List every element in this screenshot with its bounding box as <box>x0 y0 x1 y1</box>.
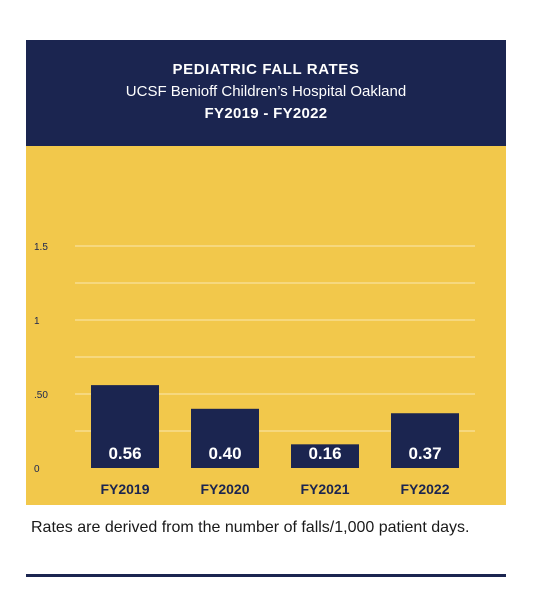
bar-value-label: 0.37 <box>408 444 441 463</box>
bar <box>391 413 459 468</box>
x-tick-label: FY2021 <box>300 481 349 497</box>
bar <box>91 385 159 468</box>
chart-title: PEDIATRIC FALL RATES <box>172 61 360 78</box>
chart-period: FY2019 - FY2022 <box>204 105 328 122</box>
chart-header: PEDIATRIC FALL RATES UCSF Benioff Childr… <box>26 40 506 146</box>
bar-value-label: 0.40 <box>208 444 241 463</box>
chart-subtitle: UCSF Benioff Children’s Hospital Oakland <box>125 83 407 100</box>
x-tick-label: FY2022 <box>400 481 449 497</box>
x-tick-label: FY2019 <box>100 481 149 497</box>
x-tick-label: FY2020 <box>200 481 249 497</box>
bottom-rule <box>26 574 506 577</box>
bar-value-label: 0.56 <box>108 444 141 463</box>
y-tick-label: 0 <box>34 464 40 475</box>
bar <box>291 444 359 468</box>
chart-panel: 0 .50 1 1.5 0.56 FY2019 0.40 FY2020 0.16 FY2021 0.… <box>26 146 506 505</box>
bar <box>191 408 259 468</box>
chart-card: PEDIATRIC FALL RATES UCSF Benioff Childr… <box>26 40 506 505</box>
y-tick-label: .50 <box>34 390 48 401</box>
bar-chart: 0 .50 1 1.5 0.56 FY2019 0.40 FY2020 0.16 FY2021 0.… <box>34 242 475 497</box>
bar-value-label: 0.16 <box>308 444 341 463</box>
y-tick-label: 1.5 <box>34 242 48 253</box>
footnote: Rates are derived from the number of fal… <box>31 519 470 536</box>
y-tick-label: 1 <box>34 316 40 327</box>
